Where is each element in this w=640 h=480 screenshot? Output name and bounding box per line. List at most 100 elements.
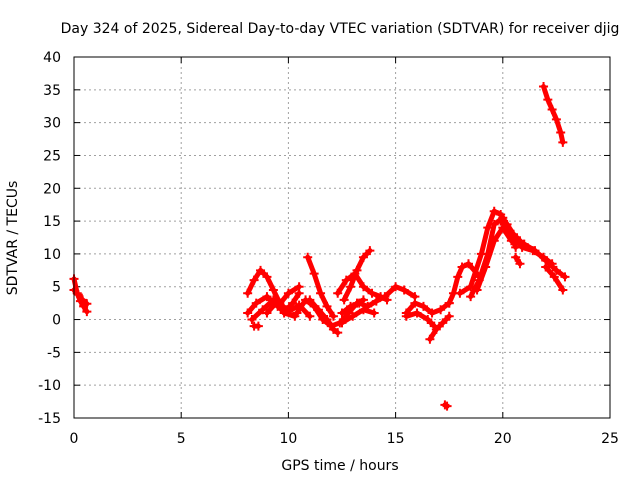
data-point	[322, 301, 332, 311]
series-track	[472, 223, 516, 295]
y-axis-label: SDTVAR / TECUs	[5, 181, 21, 296]
data-point	[249, 275, 259, 285]
y-tick-label: 20	[43, 181, 61, 197]
data-point	[339, 295, 349, 305]
data-point	[410, 298, 420, 308]
x-tick-label: 25	[601, 431, 619, 447]
series-track	[303, 252, 338, 321]
data-point	[558, 285, 568, 295]
data-point	[358, 252, 368, 262]
data-point	[547, 105, 557, 115]
data-point	[268, 285, 278, 295]
data-point	[243, 308, 253, 318]
data-point	[337, 318, 347, 328]
x-tick-label: 0	[70, 431, 79, 447]
data-point	[551, 265, 561, 275]
data-point	[453, 272, 463, 282]
series-line	[71, 287, 90, 307]
data-point	[549, 272, 559, 282]
data-point	[316, 288, 326, 298]
data-point	[489, 206, 499, 216]
data-point	[253, 321, 263, 331]
y-tick-label: 0	[52, 313, 61, 329]
data-point	[333, 288, 343, 298]
data-point	[243, 288, 253, 298]
data-point	[262, 292, 272, 302]
data-point	[262, 308, 272, 318]
data-point	[472, 285, 482, 295]
data-point	[328, 311, 338, 321]
data-point	[371, 296, 381, 306]
data-point	[401, 311, 411, 321]
y-tick-label: 25	[43, 148, 61, 164]
data-point	[519, 239, 529, 249]
data-point	[348, 311, 358, 321]
data-point	[431, 324, 441, 334]
series-line	[427, 313, 452, 342]
data-point	[515, 259, 525, 269]
y-tick-label: -10	[38, 378, 61, 394]
data-point	[558, 137, 568, 147]
plot-frame	[73, 56, 611, 419]
series-track	[511, 252, 525, 269]
x-axis-label: GPS time / hours	[281, 458, 398, 474]
series-track	[444, 259, 482, 308]
y-tick-label: 40	[43, 50, 61, 66]
data-point	[346, 282, 356, 292]
data-point	[551, 114, 561, 124]
data-point	[412, 308, 422, 318]
data-point	[543, 95, 553, 105]
data-point	[457, 262, 467, 272]
data-point	[305, 295, 315, 305]
series-line	[511, 235, 568, 280]
data-point	[273, 296, 283, 306]
data-point	[418, 301, 428, 311]
data-point	[358, 282, 368, 292]
x-tick-label: 10	[279, 431, 297, 447]
data-point	[489, 219, 499, 229]
data-point	[82, 307, 92, 317]
axis-ticks	[73, 56, 611, 419]
series-line	[339, 307, 377, 326]
data-point	[438, 318, 448, 328]
data-point	[292, 308, 302, 318]
data-point	[560, 272, 570, 282]
data-point	[294, 282, 304, 292]
data-point	[466, 292, 476, 302]
data-point	[303, 252, 313, 262]
x-tick-label: 20	[494, 431, 512, 447]
data-point	[530, 246, 540, 256]
data-point	[283, 307, 293, 317]
data-point	[427, 308, 437, 318]
data-point	[539, 82, 549, 92]
data-point	[496, 216, 506, 226]
series-line	[403, 310, 437, 329]
data-point	[341, 275, 351, 285]
y-tick-label: 10	[43, 247, 61, 263]
data-point	[309, 269, 319, 279]
data-point	[442, 401, 452, 411]
data-point	[541, 262, 551, 272]
data-point	[333, 328, 343, 338]
data-point	[489, 236, 499, 246]
data-point	[399, 285, 409, 295]
series-track	[305, 295, 343, 338]
chart-title: Day 324 of 2025, Sidereal Day-to-day VTE…	[61, 21, 620, 37]
data-point	[78, 295, 88, 305]
data-point	[354, 298, 364, 308]
data-point	[305, 311, 315, 321]
series-track	[509, 233, 570, 282]
data-point	[369, 308, 379, 318]
y-tick-label: 35	[43, 83, 61, 99]
y-tick-label: 15	[43, 214, 61, 230]
data-point	[337, 308, 347, 318]
data-point	[346, 301, 356, 311]
data-point	[511, 252, 521, 262]
data-point	[358, 305, 368, 315]
data-point	[251, 298, 261, 308]
series-track	[425, 311, 454, 344]
data-point	[556, 127, 566, 137]
data-point	[82, 299, 92, 309]
series-track	[339, 246, 375, 305]
